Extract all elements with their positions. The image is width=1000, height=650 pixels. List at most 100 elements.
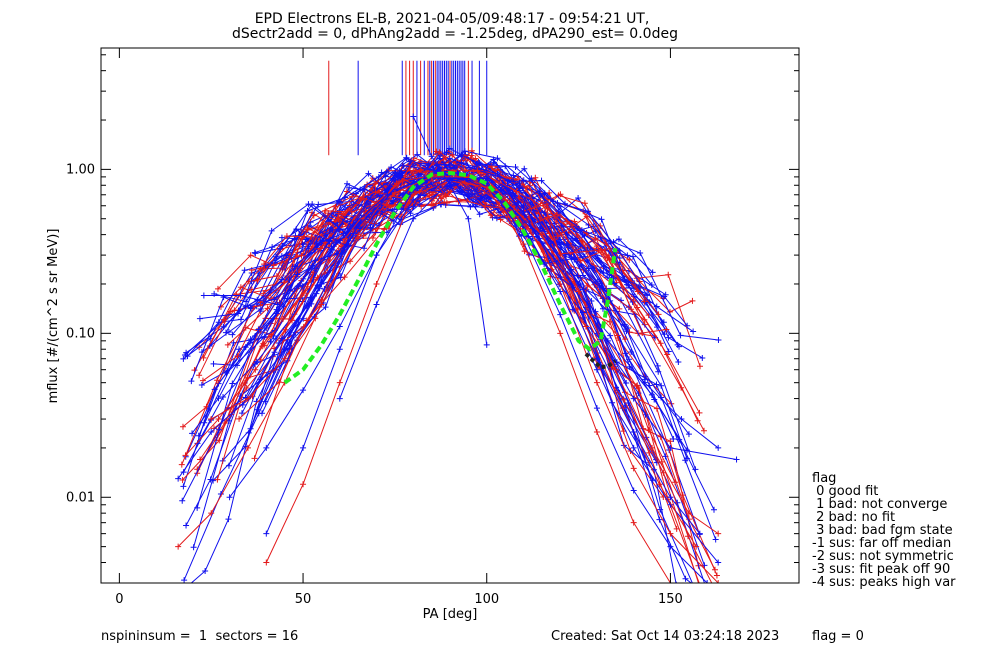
data-point <box>361 245 368 252</box>
fit-curve <box>283 171 618 385</box>
data-point <box>261 261 268 268</box>
data-point <box>476 211 483 218</box>
data-point <box>202 567 209 574</box>
data-point <box>510 178 517 185</box>
data-point <box>550 198 557 205</box>
data-point <box>520 208 527 215</box>
data-point <box>621 276 628 283</box>
data-point <box>579 309 586 316</box>
legend-item: 1 bad: not converge <box>812 497 947 512</box>
data-point <box>369 234 376 241</box>
data-point <box>211 386 218 393</box>
data-point <box>465 215 472 222</box>
data-point <box>364 181 371 188</box>
data-point <box>300 444 307 451</box>
data-point <box>211 425 218 432</box>
data-point <box>178 461 185 468</box>
data-point <box>261 333 268 340</box>
data-point <box>403 154 410 161</box>
data-point <box>243 298 250 305</box>
data-point <box>215 416 222 423</box>
data-point <box>579 272 586 279</box>
data-point <box>675 359 682 366</box>
data-point <box>678 416 685 423</box>
y-tick-label: 0.10 <box>66 326 95 341</box>
data-point <box>342 194 349 201</box>
data-point <box>252 366 259 373</box>
data-point <box>175 475 182 482</box>
data-point <box>626 256 633 263</box>
data-point <box>630 465 637 472</box>
data-point <box>658 382 665 389</box>
legend-item: 2 bad: no fit <box>812 510 895 525</box>
data-point <box>253 358 260 365</box>
data-point <box>713 572 720 579</box>
data-point <box>215 395 222 402</box>
data-point <box>656 481 663 488</box>
data-point <box>394 172 401 179</box>
flag-value-text: flag = 0 <box>812 629 864 644</box>
data-point <box>271 296 278 303</box>
data-point <box>575 194 582 201</box>
data-point <box>483 341 490 348</box>
data-point <box>476 190 483 197</box>
data-point <box>694 590 700 596</box>
data-point <box>634 304 641 311</box>
data-point <box>520 177 527 184</box>
data-point <box>181 577 188 583</box>
data-point <box>557 250 564 257</box>
data-point <box>210 360 217 367</box>
data-point <box>179 497 186 504</box>
data-point <box>593 405 600 412</box>
data-point <box>294 271 301 278</box>
data-point <box>278 234 285 241</box>
data-point <box>672 479 679 486</box>
legend-item: -2 sus: not symmetric <box>812 549 954 564</box>
data-point <box>436 149 443 156</box>
spectrum-line <box>183 174 653 581</box>
data-point <box>610 239 617 246</box>
data-point <box>298 252 305 259</box>
data-point <box>625 400 632 407</box>
data-point <box>244 395 251 402</box>
data-point <box>685 431 692 438</box>
y-tick-label: 0.01 <box>66 490 95 505</box>
data-point <box>179 477 186 484</box>
data-point <box>333 250 340 257</box>
data-point <box>520 241 527 248</box>
data-point <box>616 305 623 312</box>
data-point <box>649 444 656 451</box>
data-point <box>264 305 271 312</box>
data-point <box>685 510 692 517</box>
data-point <box>578 238 585 245</box>
data-point <box>286 276 293 283</box>
data-point <box>428 153 435 160</box>
data-point <box>360 232 367 239</box>
data-point <box>712 536 719 543</box>
data-point <box>300 387 307 394</box>
data-point <box>252 250 259 257</box>
x-tick-label: 50 <box>295 592 312 607</box>
data-point <box>276 245 283 252</box>
data-point <box>588 298 595 305</box>
data-point <box>520 202 527 209</box>
data-point <box>336 379 343 386</box>
data-point <box>336 323 343 330</box>
data-point <box>373 280 380 287</box>
data-point <box>263 444 270 451</box>
data-point <box>225 329 232 336</box>
data-point <box>196 372 203 379</box>
data-point <box>365 170 372 177</box>
data-point <box>615 236 622 243</box>
data-point <box>593 355 600 362</box>
data-point <box>630 519 637 526</box>
legend-title: flag <box>812 471 836 486</box>
data-point <box>194 504 201 511</box>
data-point <box>601 246 608 253</box>
data-point <box>557 288 564 295</box>
data-point <box>220 323 227 330</box>
data-point <box>318 280 325 287</box>
data-point <box>220 316 227 323</box>
data-point <box>208 416 215 423</box>
